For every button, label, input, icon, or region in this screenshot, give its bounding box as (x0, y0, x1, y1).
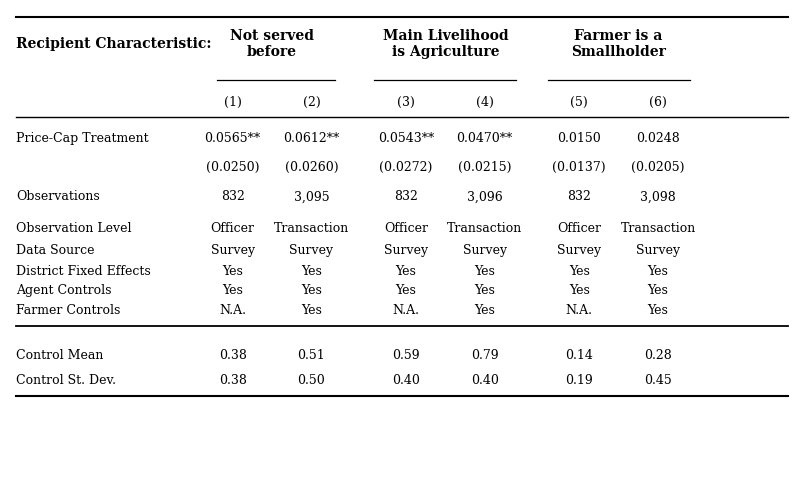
Text: Farmer Controls: Farmer Controls (16, 304, 120, 317)
Text: 3,095: 3,095 (293, 190, 328, 203)
Text: Main Livelihood
is Agriculture: Main Livelihood is Agriculture (382, 29, 507, 59)
Text: Officer: Officer (556, 222, 601, 235)
Text: Yes: Yes (569, 265, 589, 278)
Text: Yes: Yes (474, 284, 495, 297)
Text: Survey: Survey (383, 244, 427, 257)
Text: Recipient Characteristic:: Recipient Characteristic: (16, 37, 211, 51)
Text: 3,096: 3,096 (467, 190, 502, 203)
Text: N.A.: N.A. (219, 304, 246, 317)
Text: Yes: Yes (474, 265, 495, 278)
Text: Agent Controls: Agent Controls (16, 284, 112, 297)
Text: Price-Cap Treatment: Price-Cap Treatment (16, 132, 149, 145)
Text: (0.0260): (0.0260) (284, 161, 338, 174)
Text: Yes: Yes (222, 284, 243, 297)
Text: Observation Level: Observation Level (16, 222, 131, 235)
Text: (0.0205): (0.0205) (630, 161, 684, 174)
Text: Yes: Yes (395, 265, 416, 278)
Text: Yes: Yes (474, 304, 495, 317)
Text: 0.0150: 0.0150 (556, 132, 601, 145)
Text: Not served
before: Not served before (230, 29, 314, 59)
Text: (2): (2) (302, 96, 320, 109)
Text: Transaction: Transaction (446, 222, 522, 235)
Text: (0.0250): (0.0250) (206, 161, 259, 174)
Text: Officer: Officer (384, 222, 427, 235)
Text: N.A.: N.A. (565, 304, 592, 317)
Text: 0.40: 0.40 (471, 373, 498, 387)
Text: 0.50: 0.50 (297, 373, 325, 387)
Text: 0.0470**: 0.0470** (456, 132, 512, 145)
Text: (5): (5) (569, 96, 588, 109)
Text: Transaction: Transaction (274, 222, 349, 235)
Text: Survey: Survey (556, 244, 601, 257)
Text: Yes: Yes (647, 304, 667, 317)
Text: Control St. Dev.: Control St. Dev. (16, 373, 116, 387)
Text: 0.0565**: 0.0565** (204, 132, 260, 145)
Text: 832: 832 (220, 190, 244, 203)
Text: 0.14: 0.14 (565, 349, 593, 363)
Text: Yes: Yes (569, 284, 589, 297)
Text: Yes: Yes (300, 304, 321, 317)
Text: Survey: Survey (210, 244, 255, 257)
Text: 0.19: 0.19 (565, 373, 593, 387)
Text: 0.38: 0.38 (218, 373, 247, 387)
Text: 832: 832 (393, 190, 418, 203)
Text: Survey: Survey (289, 244, 333, 257)
Text: Data Source: Data Source (16, 244, 94, 257)
Text: 0.59: 0.59 (392, 349, 419, 363)
Text: 0.79: 0.79 (471, 349, 498, 363)
Text: N.A.: N.A. (392, 304, 419, 317)
Text: Transaction: Transaction (620, 222, 695, 235)
Text: Control Mean: Control Mean (16, 349, 103, 363)
Text: (0.0272): (0.0272) (379, 161, 432, 174)
Text: 0.38: 0.38 (218, 349, 247, 363)
Text: 0.0248: 0.0248 (635, 132, 679, 145)
Text: 0.40: 0.40 (392, 373, 419, 387)
Text: Yes: Yes (395, 284, 416, 297)
Text: District Fixed Effects: District Fixed Effects (16, 265, 150, 278)
Text: 3,098: 3,098 (639, 190, 675, 203)
Text: Observations: Observations (16, 190, 100, 203)
Text: Yes: Yes (647, 265, 667, 278)
Text: 0.28: 0.28 (643, 349, 671, 363)
Text: 0.0612**: 0.0612** (283, 132, 339, 145)
Text: Survey: Survey (635, 244, 679, 257)
Text: Yes: Yes (300, 284, 321, 297)
Text: Yes: Yes (222, 265, 243, 278)
Text: (6): (6) (648, 96, 666, 109)
Text: Yes: Yes (300, 265, 321, 278)
Text: Yes: Yes (647, 284, 667, 297)
Text: Farmer is a
Smallholder: Farmer is a Smallholder (570, 29, 666, 59)
Text: Officer: Officer (210, 222, 255, 235)
Text: (0.0215): (0.0215) (458, 161, 511, 174)
Text: (0.0137): (0.0137) (552, 161, 605, 174)
Text: 0.0543**: 0.0543** (377, 132, 434, 145)
Text: 0.51: 0.51 (297, 349, 325, 363)
Text: 832: 832 (567, 190, 590, 203)
Text: (1): (1) (223, 96, 241, 109)
Text: (3): (3) (397, 96, 414, 109)
Text: (4): (4) (475, 96, 493, 109)
Text: 0.45: 0.45 (643, 373, 671, 387)
Text: Survey: Survey (462, 244, 506, 257)
